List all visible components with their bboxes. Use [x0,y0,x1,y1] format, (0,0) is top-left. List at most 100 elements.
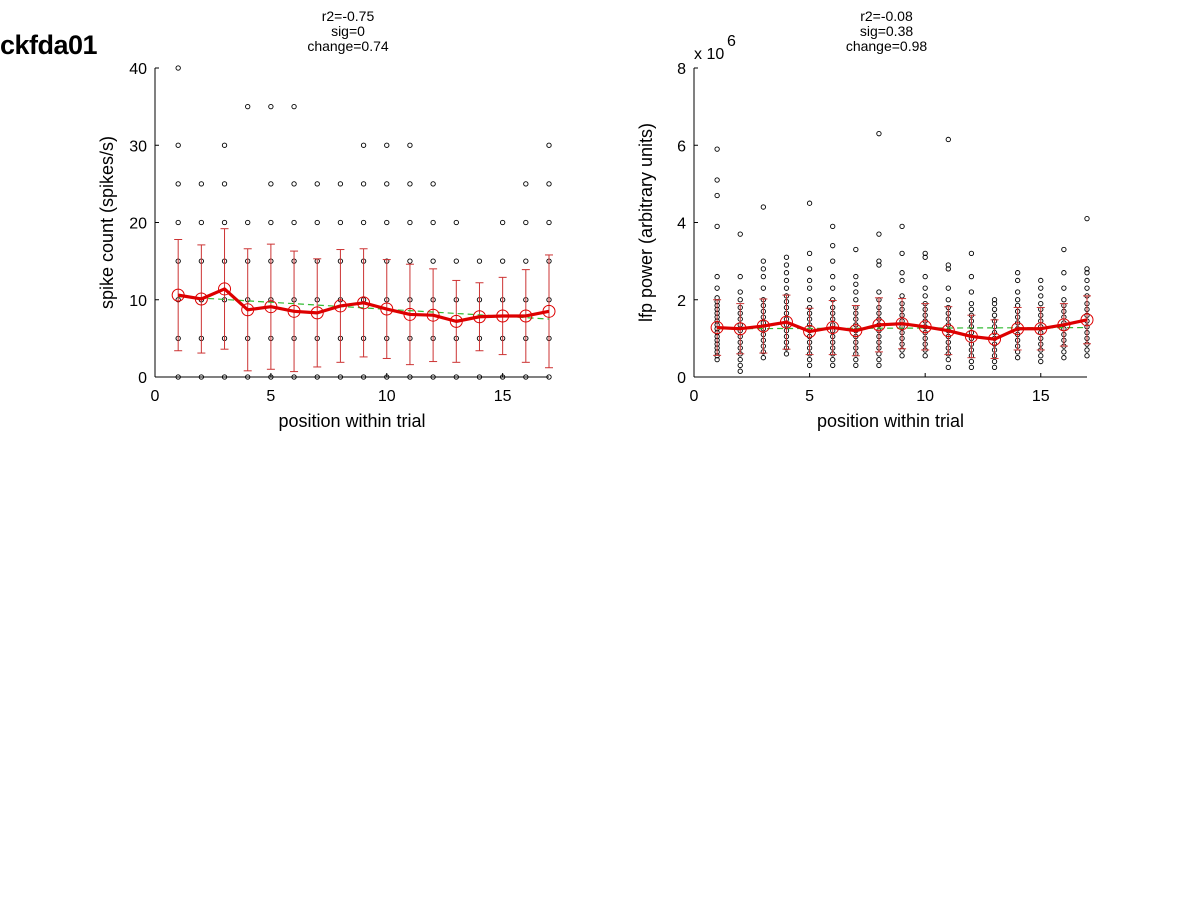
data-point [453,258,459,264]
data-point [737,356,743,363]
data-point [268,181,274,187]
data-point [198,181,205,187]
mean-marker [449,314,463,328]
data-point [876,258,882,264]
data-point [1084,285,1090,291]
data-point [945,136,951,143]
data-point [922,250,928,257]
mean-marker [756,319,770,333]
mean-marker [710,321,724,335]
data-point [546,142,552,148]
chart-title-line: sig=0 [331,23,365,39]
data-point [760,204,767,210]
data-point [175,65,181,71]
data-point [221,142,228,148]
data-point [968,273,975,280]
data-point [922,273,928,280]
data-point [1014,277,1021,284]
y-tick-label: 4 [677,216,686,233]
data-point [899,277,905,284]
x-tick-label: 10 [378,388,396,405]
data-point [783,351,790,357]
data-point [1084,266,1090,272]
data-point [360,374,367,380]
data-point [899,293,905,299]
data-point [523,219,529,226]
data-point [221,374,228,380]
mean-marker [1034,322,1048,336]
data-point [523,258,529,264]
data-point [806,362,813,369]
mean-marker [964,329,978,343]
data-point [245,103,251,110]
x-tick-label: 10 [916,388,934,405]
data-point [198,219,205,226]
mean-marker [357,296,371,310]
data-point [991,300,998,307]
x-tick-label: 0 [151,388,160,405]
chart-title-line: r2=-0.08 [860,8,913,24]
data-point [268,374,274,380]
data-point [1084,277,1090,284]
y-tick-label: 6 [677,138,686,155]
data-point [523,374,529,380]
data-point [737,362,743,369]
data-point [291,103,297,110]
data-point [853,281,859,287]
data-point [945,364,951,370]
data-point [453,219,459,226]
data-point [783,285,790,291]
data-point [853,289,859,295]
data-point [360,181,367,187]
data-point [221,219,228,226]
data-point [430,181,436,187]
data-point [221,181,228,187]
data-point [314,374,320,380]
data-point [783,270,790,276]
data-point [760,273,767,280]
data-point [1014,289,1021,295]
mean-marker [218,282,232,296]
data-point [476,374,483,380]
x-tick-label: 5 [805,388,814,405]
data-point [922,353,928,359]
data-point [806,266,813,272]
mean-marker [941,324,955,338]
spike-count-panel: 0 5 10 15 0 10 20 30 40 position within trial spik… [97,8,556,431]
data-point [360,219,367,226]
y-tick-label: 0 [138,370,147,387]
mean-marker [380,302,394,316]
data-point [1038,358,1044,365]
data-point [899,353,905,359]
data-point [968,358,975,365]
data-point [384,219,390,226]
data-point [714,146,720,152]
data-point [546,374,552,380]
data-point [175,219,181,226]
data-point [876,131,882,137]
data-point [737,368,743,374]
data-point [1038,285,1044,291]
chart-title-line: sig=0.38 [860,23,914,39]
data-point [806,277,813,284]
y-tick-label: 8 [677,61,686,78]
mean-marker [426,308,440,322]
data-point [714,273,720,280]
data-point [830,258,836,264]
data-point [922,285,928,291]
data-point [1084,215,1090,222]
data-point [314,219,320,226]
data-point [291,181,297,187]
data-point [714,223,720,230]
data-point [714,356,720,363]
data-point [245,219,251,226]
data-point [714,285,720,291]
mean-marker [496,309,510,323]
data-point [499,258,506,264]
mean-marker [287,304,301,318]
y-tick-label: 30 [129,138,147,155]
data-point [1038,300,1044,307]
data-point [384,181,390,187]
data-point [499,374,506,380]
data-point [991,312,998,318]
